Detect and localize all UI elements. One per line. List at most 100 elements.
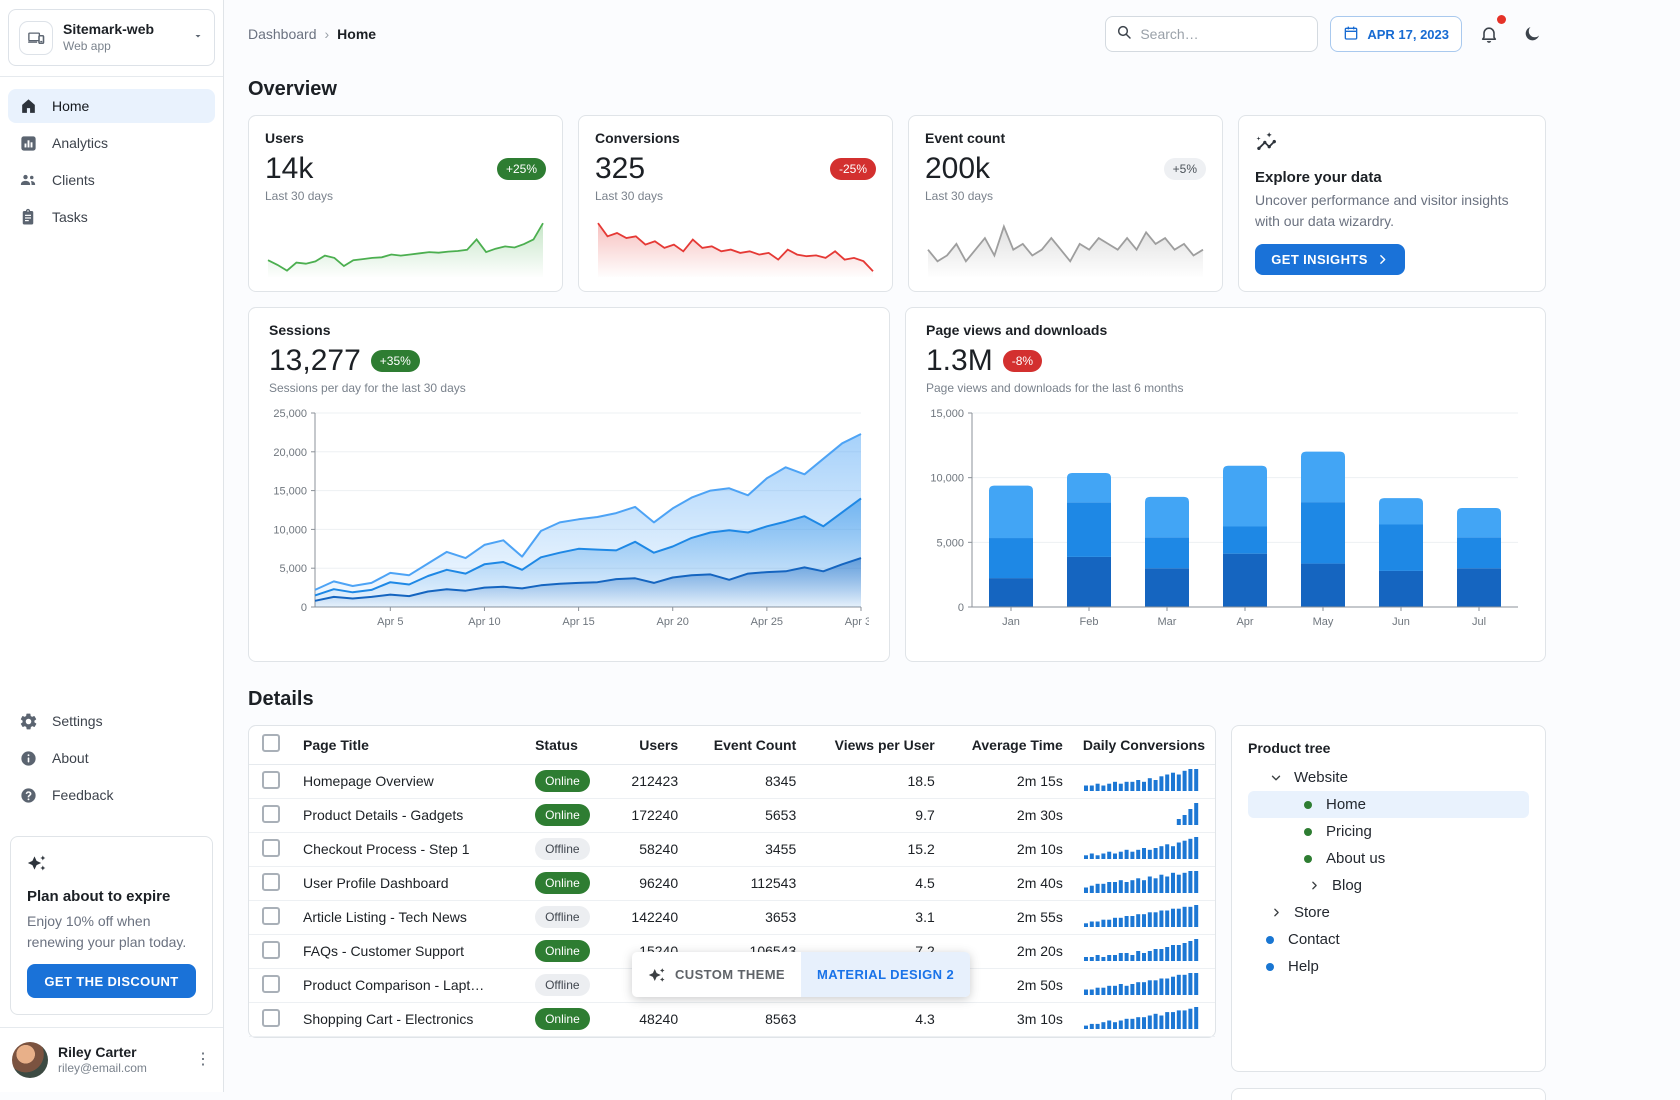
sidebar-item-tasks[interactable]: Tasks [8, 200, 215, 234]
table-row: User Profile Dashboard Online 96240 1125… [249, 866, 1215, 901]
sidebar-item-settings[interactable]: Settings [8, 704, 215, 738]
cell-views-per-user: 4.5 [806, 866, 945, 901]
row-checkbox[interactable] [262, 770, 280, 789]
status-badge: Online [535, 872, 590, 894]
get-discount-button[interactable]: GET THE DISCOUNT [27, 964, 196, 998]
clients-icon [18, 170, 38, 190]
sidebar-item-label: Feedback [52, 787, 114, 804]
svg-text:Feb: Feb [1080, 616, 1099, 628]
details-table-card: Page Title Status Users Event Count View… [248, 725, 1216, 1038]
svg-text:10,000: 10,000 [273, 524, 307, 536]
card-caption: Last 30 days [595, 189, 664, 203]
tree-item-label: Pricing [1326, 823, 1372, 840]
user-email: riley@email.com [58, 1061, 147, 1076]
table-row: Checkout Process - Step 1 Offline 58240 … [249, 832, 1215, 867]
cell-average-time: 2m 15s [944, 764, 1073, 799]
cell-event-count: 112543 [688, 866, 807, 901]
svg-text:Apr 5: Apr 5 [377, 616, 403, 628]
sidebar-item-home[interactable]: Home [8, 89, 215, 123]
search-input[interactable] [1140, 26, 1308, 42]
card-caption: Last 30 days [265, 189, 334, 203]
svg-text:15,000: 15,000 [273, 486, 307, 498]
chevron-down-icon [192, 29, 204, 47]
tree-item-blog[interactable]: Blog [1248, 872, 1529, 899]
tree-item-label: Store [1294, 904, 1330, 921]
sparkle-icon [27, 855, 47, 877]
col-page-title: Page Title [293, 726, 526, 765]
cell-views-per-user: 3.1 [806, 900, 945, 935]
plan-title: Plan about to expire [27, 888, 171, 906]
product-tree-title: Product tree [1248, 740, 1331, 756]
row-checkbox[interactable] [262, 804, 280, 823]
breadcrumb-dashboard[interactable]: Dashboard [248, 26, 317, 42]
sidebar-nav: Home Analytics Clients Tasks [0, 77, 223, 246]
tree-item-label: Blog [1332, 877, 1363, 894]
custom-theme-label: CUSTOM THEME [675, 967, 786, 982]
custom-theme-button[interactable]: CUSTOM THEME [632, 952, 801, 997]
tree-item-store[interactable]: Store [1248, 899, 1529, 926]
notifications-button[interactable] [1474, 15, 1506, 51]
svg-text:10,000: 10,000 [930, 473, 964, 485]
cell-event-count: 3455 [688, 832, 807, 867]
status-badge: Online [535, 804, 590, 826]
tree-item-home[interactable]: Home [1248, 791, 1529, 818]
theme-toggle: CUSTOM THEME MATERIAL DESIGN 2 [632, 952, 971, 997]
cell-average-time: 2m 10s [944, 832, 1073, 867]
trend-chip: +35% [370, 350, 420, 372]
breadcrumb-home: Home [337, 26, 377, 42]
material-design-2-button[interactable]: MATERIAL DESIGN 2 [801, 952, 971, 997]
tree-item-help[interactable]: Help [1248, 953, 1529, 980]
cell-average-time: 3m 10s [944, 1002, 1073, 1037]
cell-page-title: FAQs - Customer Support [293, 934, 526, 969]
row-checkbox[interactable] [262, 872, 280, 891]
daily-conversions-sparkline [1083, 1006, 1199, 1029]
charts-row: Sessions 13,277 +35% Sessions per day fo… [248, 307, 1546, 662]
sidebar-item-clients[interactable]: Clients [8, 163, 215, 197]
select-all-checkbox[interactable] [262, 734, 280, 753]
row-checkbox[interactable] [262, 940, 280, 959]
row-checkbox[interactable] [262, 906, 280, 925]
caret-down-icon [1268, 771, 1284, 785]
cell-average-time: 2m 55s [944, 900, 1073, 935]
tasks-icon [18, 207, 38, 227]
tree-dot-icon [1300, 800, 1316, 809]
cell-average-time: 2m 30s [944, 798, 1073, 833]
status-badge: Online [535, 1008, 590, 1030]
users-sparkline-chart [267, 222, 544, 277]
date-label: APR 17, 2023 [1367, 26, 1449, 42]
row-checkbox[interactable] [262, 1008, 280, 1027]
table-row: Shopping Cart - Electronics Online 48240… [249, 1002, 1215, 1037]
svg-text:0: 0 [301, 602, 307, 614]
daily-conversions-sparkline [1176, 802, 1199, 825]
status-badge: Online [535, 940, 590, 962]
tree-item-about-us[interactable]: About us [1248, 845, 1529, 872]
cell-views-per-user: 18.5 [806, 764, 945, 799]
date-picker-button[interactable]: APR 17, 2023 [1330, 16, 1462, 52]
product-tree-card: Product tree Website Home Pricing About … [1231, 725, 1546, 1072]
cell-users: 212423 [611, 764, 689, 799]
cell-page-title: Homepage Overview [293, 764, 526, 799]
row-checkbox[interactable] [262, 838, 280, 857]
table-row: Homepage Overview Online 212423 8345 18.… [249, 764, 1215, 799]
users-value: 14k [265, 152, 314, 185]
avatar [12, 1042, 48, 1078]
tree-item-pricing[interactable]: Pricing [1248, 818, 1529, 845]
tree-item-website[interactable]: Website [1248, 764, 1529, 791]
cell-users: 58240 [611, 832, 689, 867]
table-row: Product Details - Gadgets Online 172240 … [249, 798, 1215, 833]
sidebar-item-analytics[interactable]: Analytics [8, 126, 215, 160]
daily-conversions-sparkline [1083, 836, 1199, 859]
sidebar-item-label: About [52, 750, 89, 767]
sidebar-item-feedback[interactable]: Feedback [8, 778, 215, 812]
card-caption: Last 30 days [925, 189, 994, 203]
sidebar-item-about[interactable]: About [8, 741, 215, 775]
row-checkbox[interactable] [262, 974, 280, 993]
get-insights-button[interactable]: GET INSIGHTS [1255, 244, 1405, 275]
app-switcher[interactable]: Sitemark-web Web app [8, 9, 215, 66]
sessions-area-chart: 0 5,000 10,000 15,000 20,000 25,000 Apr 5 Apr 1… [273, 408, 869, 628]
dark-mode-toggle[interactable] [1516, 17, 1546, 51]
cell-page-title: User Profile Dashboard [293, 866, 526, 901]
tree-item-contact[interactable]: Contact [1248, 926, 1529, 953]
product-tree: Website Home Pricing About us Blog Store… [1248, 764, 1529, 980]
user-menu-button[interactable]: ⋮ [195, 1051, 211, 1069]
